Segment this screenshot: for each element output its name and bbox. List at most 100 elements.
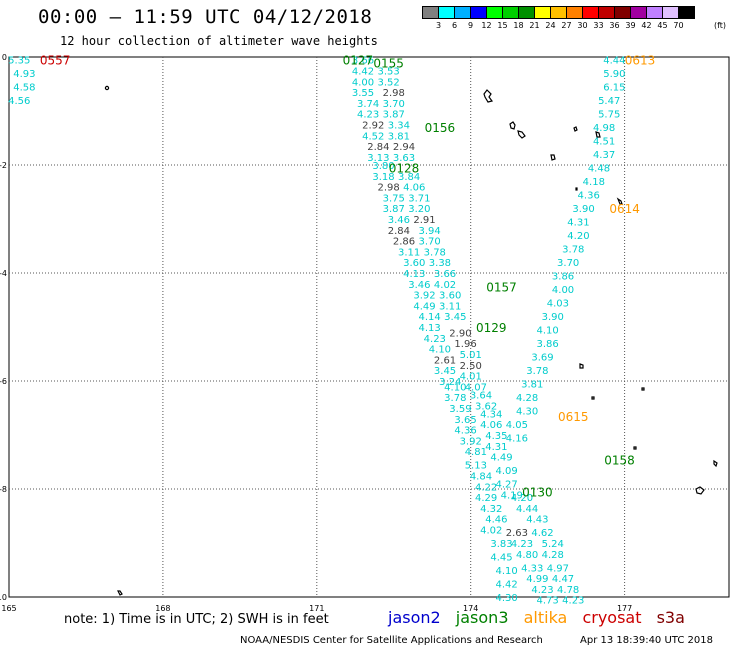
wave-height-value: 3.92 <box>460 436 482 447</box>
credit-line: NOAA/NESDIS Center for Satellite Applica… <box>240 635 543 646</box>
wave-height-value: 4.28 <box>542 550 564 561</box>
y-tick-label: -6 <box>0 377 7 386</box>
wave-height-value: 4.49 <box>413 301 435 312</box>
wave-height-value: 4.00 <box>552 285 574 296</box>
wave-height-value: 4.07 <box>465 382 487 393</box>
wave-height-value: 4.73 <box>537 596 559 607</box>
wave-height-value: 4.93 <box>13 69 35 80</box>
wave-height-value: 2.94 <box>393 142 415 153</box>
legend-altika: altika <box>523 608 568 627</box>
wave-height-value: 3.90 <box>572 204 594 215</box>
grid-lines <box>9 57 729 597</box>
satellite-legend: jason2 jason3 altika cryosat s3a <box>388 608 695 627</box>
wave-height-value: 3.18 <box>372 172 394 183</box>
legend-s3a: s3a <box>656 608 685 627</box>
wave-height-value: 3.78 <box>424 247 446 258</box>
colorbar-tick: 24 <box>545 21 556 30</box>
wave-height-value: 4.99 <box>526 574 548 585</box>
wave-height-value: 3.83 <box>490 539 512 550</box>
wave-height-value: 4.37 <box>593 150 615 161</box>
wave-height-value: 4.30 <box>516 407 538 418</box>
wave-height-value: 5.75 <box>598 110 620 121</box>
wave-height-value: 5.90 <box>603 69 625 80</box>
pass-time-label: 0127 <box>343 54 374 68</box>
wave-height-value: 3.74 <box>357 99 379 110</box>
wave-height-value: 3.75 <box>383 193 405 204</box>
wave-height-value: 4.81 <box>465 447 487 458</box>
colorbar-tick: 15 <box>497 21 508 30</box>
wave-height-value: 5.24 <box>542 539 564 550</box>
island-shape <box>695 486 705 495</box>
pass-time-label: 0614 <box>609 202 640 216</box>
wave-height-value: 3.84 <box>398 172 420 183</box>
islands <box>104 85 718 596</box>
wave-height-value: 4.98 <box>593 123 615 134</box>
wave-height-value: 3.11 <box>398 247 420 258</box>
colorbar-tick: 70 <box>673 21 684 30</box>
wave-height-value: 3.71 <box>408 193 430 204</box>
footnote: note: 1) Time is in UTC; 2) SWH is in fe… <box>64 612 329 627</box>
pass-time-label: 0613 <box>625 54 656 68</box>
wave-height-value: 3.63 <box>393 153 415 164</box>
wave-height-value: 4.46 <box>485 515 507 526</box>
wave-height-value: 2.90 <box>449 328 471 339</box>
wave-height-value: 6.15 <box>603 83 625 94</box>
y-tick-label: 0 <box>2 53 7 62</box>
wave-height-value: 4.30 <box>495 593 517 604</box>
wave-height-value: 3.38 <box>429 258 451 269</box>
wave-height-value: 3.60 <box>439 291 461 302</box>
wave-height-value: 3.65 <box>454 415 476 426</box>
wave-height-value: 2.84 <box>388 226 410 237</box>
pass-time-label: 0158 <box>604 453 635 467</box>
wave-height-value: 4.06 <box>480 420 502 431</box>
pass-time-label: 0155 <box>373 56 404 70</box>
wave-height-value: 2.63 <box>506 528 528 539</box>
wave-height-value: 4.23 <box>424 334 446 345</box>
wave-height-value: 4.10 <box>537 326 559 337</box>
wave-height-value: 3.70 <box>419 237 441 248</box>
wave-height-value: 3.94 <box>419 226 441 237</box>
wave-height-value: 2.84 <box>367 142 389 153</box>
wave-height-value: 4.31 <box>567 218 589 229</box>
island-shape <box>579 363 584 369</box>
colorbar-tick: 3 <box>435 21 442 30</box>
wave-height-value: 4.20 <box>511 493 533 504</box>
wave-height-value: 3.81 <box>521 380 543 391</box>
wave-height-value: 4.56 <box>8 96 30 107</box>
colorbar-tick: 27 <box>561 21 572 30</box>
wave-height-value: 4.48 <box>588 164 610 175</box>
wave-height-value: 3.46 <box>408 280 430 291</box>
wave-height-value: 4.78 <box>557 585 579 596</box>
wave-height-value: 5.01 <box>460 350 482 361</box>
wave-height-value: 4.49 <box>490 453 512 464</box>
wave-height-value: 4.05 <box>506 420 528 431</box>
wave-height-value: 5.13 <box>465 461 487 472</box>
axis-tick-labels: 165 168 171 174 177 0 -2 -4 -6 -8 -10 <box>0 53 632 613</box>
wave-height-value: 4.20 <box>567 231 589 242</box>
wave-height-value: 4.35 <box>485 431 507 442</box>
wave-height-value: 4.45 <box>490 553 512 564</box>
wave-height-value: 4.33 <box>521 563 543 574</box>
wave-height-value: 2.92 <box>362 121 384 132</box>
island-shape <box>595 131 601 138</box>
wave-height-value: 2.98 <box>377 183 399 194</box>
wave-height-value: 4.36 <box>454 426 476 437</box>
wave-height-value: 4.51 <box>593 137 615 148</box>
wave-height-value: 3.66 <box>434 269 456 280</box>
wave-height-value: 4.32 <box>480 504 502 515</box>
wave-height-value: 3.78 <box>444 393 466 404</box>
wave-height-value: 3.78 <box>562 245 584 256</box>
wave-height-value: 5.47 <box>598 96 620 107</box>
x-tick-label: 171 <box>309 604 324 613</box>
wave-height-value: 4.29 <box>475 493 497 504</box>
wave-height-value: 3.34 <box>388 121 410 132</box>
pass-time-label: 0128 <box>389 162 420 176</box>
wave-height-value: 3.11 <box>439 301 461 312</box>
island-shape <box>641 387 645 391</box>
wave-height-value: 3.86 <box>537 339 559 350</box>
wave-height-value: 1.96 <box>454 339 476 350</box>
colorbar-tick: 30 <box>577 21 588 30</box>
wave-height-value: 4.13 <box>419 323 441 334</box>
colorbar-tick: 36 <box>609 21 620 30</box>
x-tick-label: 174 <box>463 604 478 613</box>
